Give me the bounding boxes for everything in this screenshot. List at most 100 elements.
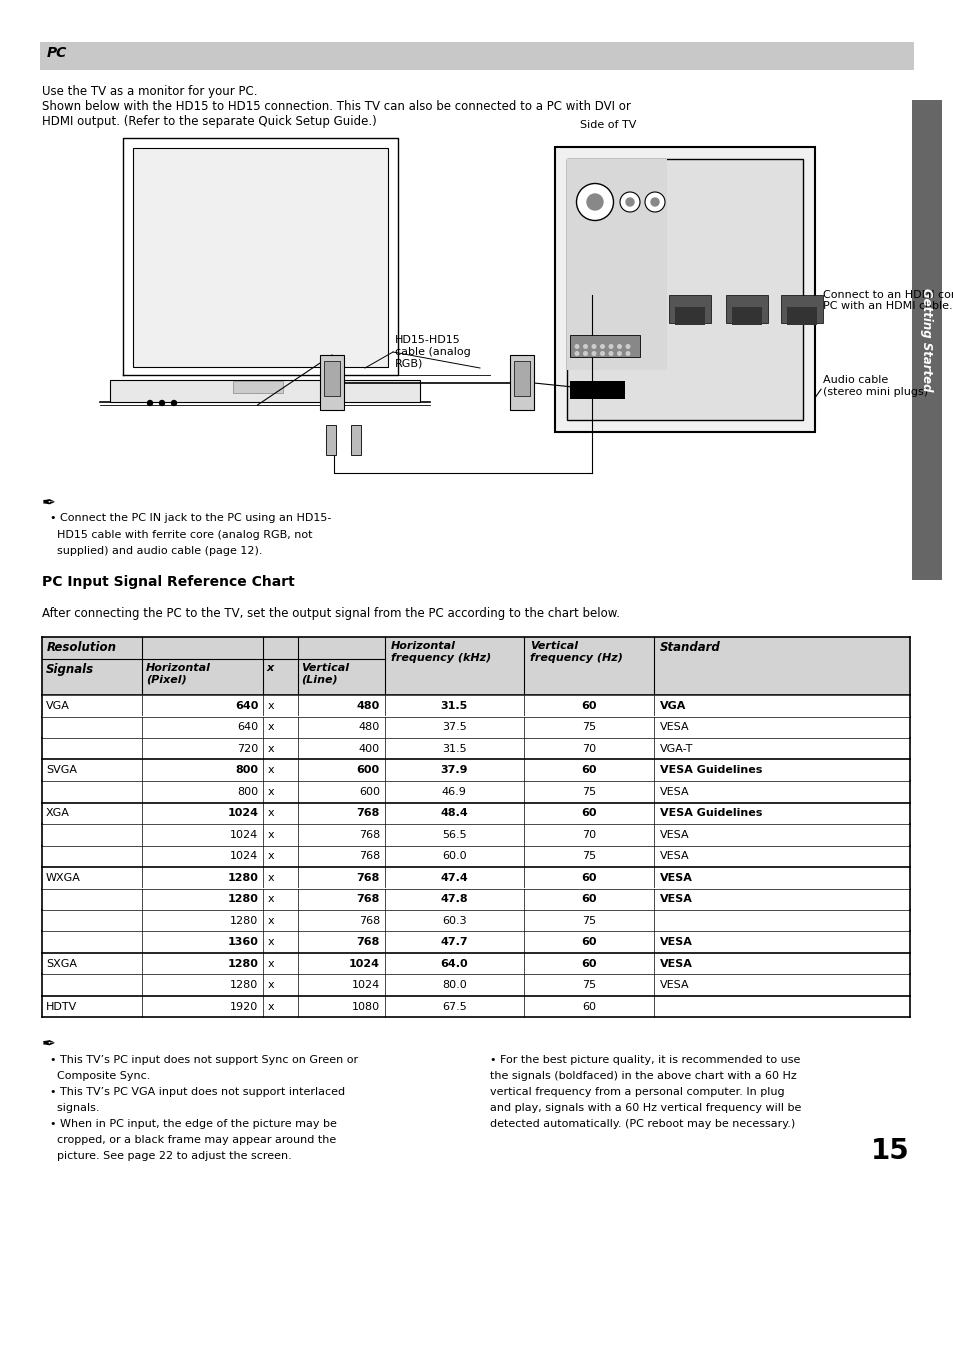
Text: Use the TV as a monitor for your PC.: Use the TV as a monitor for your PC. bbox=[42, 85, 257, 98]
Text: VESA: VESA bbox=[659, 980, 689, 990]
Text: x: x bbox=[267, 852, 274, 861]
Text: Resolution: Resolution bbox=[47, 641, 117, 654]
Text: x: x bbox=[267, 894, 274, 904]
Circle shape bbox=[600, 351, 603, 355]
Text: Shown below with the HD15 to HD15 connection. This TV can also be connected to a: Shown below with the HD15 to HD15 connec… bbox=[42, 100, 630, 113]
Text: 480: 480 bbox=[358, 723, 379, 732]
Text: x: x bbox=[267, 808, 274, 818]
Bar bbox=[326, 424, 335, 456]
Text: 75: 75 bbox=[581, 723, 596, 732]
Text: RGB: RGB bbox=[577, 319, 593, 327]
Text: 1024: 1024 bbox=[349, 959, 379, 968]
Bar bbox=[911, 100, 941, 580]
Bar bbox=[42, 910, 909, 932]
Bar bbox=[42, 738, 909, 759]
Text: 1080: 1080 bbox=[352, 1002, 379, 1012]
Text: 31.5: 31.5 bbox=[441, 743, 466, 754]
Text: • When in PC input, the edge of the picture may be: • When in PC input, the edge of the pict… bbox=[50, 1120, 336, 1130]
Text: PC Input Signal Reference Chart: PC Input Signal Reference Chart bbox=[42, 575, 294, 589]
Bar bbox=[351, 424, 360, 456]
Text: ✒: ✒ bbox=[42, 1036, 56, 1054]
Text: 37.9: 37.9 bbox=[440, 765, 468, 776]
Text: VESA: VESA bbox=[659, 723, 689, 732]
Text: 768: 768 bbox=[356, 808, 379, 818]
Bar bbox=[731, 306, 761, 324]
Text: 1280: 1280 bbox=[230, 915, 258, 926]
Text: VESA: VESA bbox=[659, 937, 692, 948]
Text: Vertical
(Line): Vertical (Line) bbox=[301, 663, 349, 685]
Text: 1280: 1280 bbox=[227, 873, 258, 883]
Text: 46.9: 46.9 bbox=[441, 786, 466, 797]
Text: 1360: 1360 bbox=[227, 937, 258, 948]
Text: 47.8: 47.8 bbox=[440, 894, 468, 904]
Bar bbox=[555, 146, 814, 433]
Text: After connecting the PC to the TV, set the output signal from the PC according t: After connecting the PC to the TV, set t… bbox=[42, 607, 619, 620]
Circle shape bbox=[609, 351, 612, 355]
Text: 1024: 1024 bbox=[230, 852, 258, 861]
Text: 80.0: 80.0 bbox=[441, 980, 466, 990]
Text: the signals (boldfaced) in the above chart with a 60 Hz: the signals (boldfaced) in the above cha… bbox=[490, 1071, 796, 1082]
Bar bbox=[569, 381, 624, 399]
Text: HDMI output. (Refer to the separate Quick Setup Guide.): HDMI output. (Refer to the separate Quic… bbox=[42, 115, 376, 127]
Text: HDMI IN: HDMI IN bbox=[669, 198, 726, 212]
Circle shape bbox=[625, 351, 629, 355]
Bar bbox=[514, 361, 530, 396]
Text: 768: 768 bbox=[358, 830, 379, 839]
Bar bbox=[42, 803, 909, 824]
Text: 1920: 1920 bbox=[230, 1002, 258, 1012]
Circle shape bbox=[650, 198, 659, 206]
Text: VESA: VESA bbox=[659, 830, 689, 839]
Text: 720: 720 bbox=[237, 743, 258, 754]
Text: 70: 70 bbox=[581, 743, 596, 754]
Text: supplied) and audio cable (page 12).: supplied) and audio cable (page 12). bbox=[50, 546, 262, 556]
Text: 60.0: 60.0 bbox=[441, 852, 466, 861]
Text: Horizontal
frequency (kHz): Horizontal frequency (kHz) bbox=[391, 641, 491, 663]
Text: 1: 1 bbox=[672, 275, 678, 285]
Text: VESA: VESA bbox=[659, 786, 689, 797]
Bar bbox=[675, 306, 704, 324]
Text: HD15 cable with ferrite core (analog RGB, not: HD15 cable with ferrite core (analog RGB… bbox=[50, 529, 313, 540]
Text: Connect to an HDMI compatible
PC with an HDMI cable.: Connect to an HDMI compatible PC with an… bbox=[822, 289, 953, 311]
Text: 768: 768 bbox=[358, 915, 379, 926]
Text: SXGA: SXGA bbox=[46, 959, 77, 968]
Text: x: x bbox=[267, 937, 274, 948]
Text: 67.5: 67.5 bbox=[441, 1002, 466, 1012]
Bar bbox=[42, 824, 909, 846]
Text: PC IN: PC IN bbox=[573, 382, 595, 392]
Text: x: x bbox=[267, 743, 274, 754]
Circle shape bbox=[609, 344, 612, 348]
Circle shape bbox=[159, 400, 164, 405]
Text: x: x bbox=[267, 701, 274, 711]
Circle shape bbox=[617, 344, 620, 348]
Circle shape bbox=[576, 183, 613, 221]
Bar bbox=[566, 159, 666, 370]
Text: PC: PC bbox=[47, 46, 67, 60]
Text: x: x bbox=[267, 786, 274, 797]
Polygon shape bbox=[132, 148, 388, 367]
Text: VESA: VESA bbox=[659, 894, 692, 904]
Text: x: x bbox=[267, 1002, 274, 1012]
Bar bbox=[566, 159, 802, 420]
Bar bbox=[510, 355, 534, 410]
Text: • For the best picture quality, it is recommended to use: • For the best picture quality, it is re… bbox=[490, 1055, 800, 1066]
Text: 60: 60 bbox=[580, 765, 596, 776]
Text: Signals: Signals bbox=[46, 663, 94, 677]
Text: • This TV’s PC VGA input does not support interlaced: • This TV’s PC VGA input does not suppor… bbox=[50, 1088, 345, 1097]
Text: 75: 75 bbox=[581, 852, 596, 861]
Text: 60: 60 bbox=[580, 937, 596, 948]
Text: 75: 75 bbox=[581, 786, 596, 797]
Circle shape bbox=[592, 344, 596, 348]
Text: AUDIO: AUDIO bbox=[626, 226, 651, 236]
Text: Side of TV: Side of TV bbox=[579, 119, 636, 130]
Bar bbox=[42, 975, 909, 997]
Text: VESA Guidelines: VESA Guidelines bbox=[659, 808, 761, 818]
Bar bbox=[233, 381, 282, 393]
Text: 1280: 1280 bbox=[230, 980, 258, 990]
Text: 768: 768 bbox=[358, 852, 379, 861]
Text: VGA-T: VGA-T bbox=[659, 743, 693, 754]
Text: 60: 60 bbox=[580, 894, 596, 904]
Bar bbox=[42, 866, 909, 888]
Text: x: x bbox=[267, 915, 274, 926]
Text: picture. See page 22 to adjust the screen.: picture. See page 22 to adjust the scree… bbox=[50, 1151, 292, 1162]
Text: Audio cable
(stereo mini plugs): Audio cable (stereo mini plugs) bbox=[822, 376, 927, 396]
